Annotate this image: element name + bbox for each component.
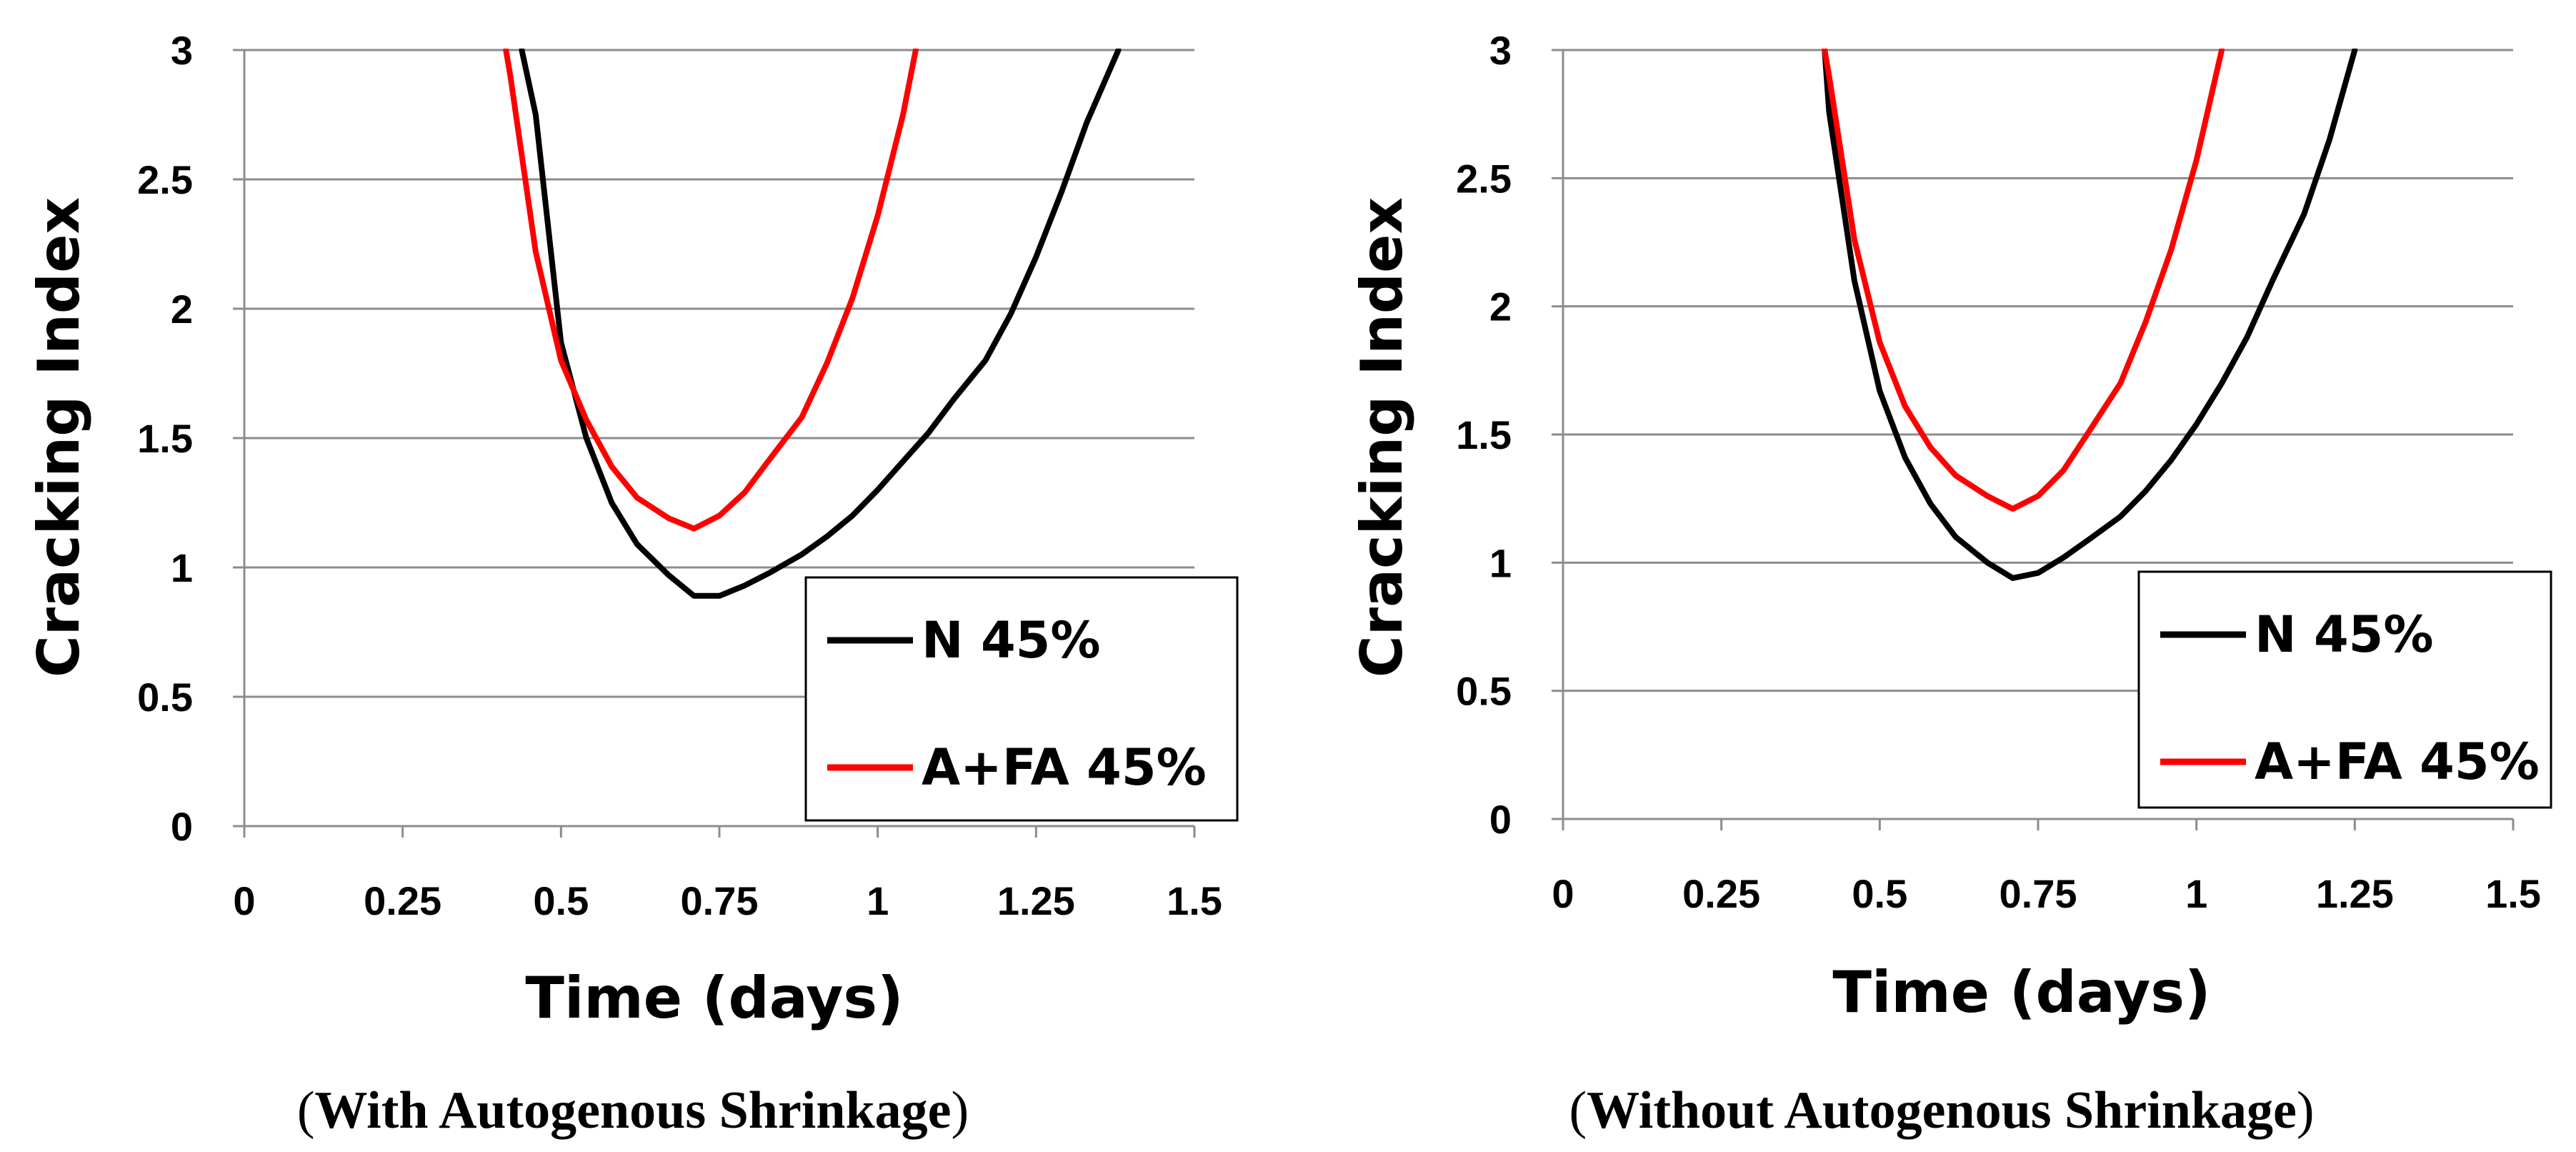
y-tick-label: 2.5 xyxy=(137,157,193,202)
y-axis-title: Cracking Index xyxy=(1349,197,1415,677)
x-tick-label: 1 xyxy=(867,878,889,923)
y-tick-label: 0.5 xyxy=(1456,669,1512,714)
caption-text: With Autogenous Shrinkage xyxy=(315,1081,952,1140)
x-tick-label: 0.5 xyxy=(533,878,589,923)
chart-panel-2: 0 0.5 1 1.5 2 2.5 3 0 0.25 0.5 0.75 1 1.25 1.5 Time (d… xyxy=(1349,28,2552,1140)
x-tick-label: 0.5 xyxy=(1852,871,1907,916)
y-tick-label: 2.5 xyxy=(1456,156,1512,201)
caption-open-paren: ( xyxy=(297,1081,315,1140)
y-tick-label: 2 xyxy=(1489,284,1512,329)
y-tick-label: 1.5 xyxy=(1456,412,1512,457)
y-tick-label: 2 xyxy=(171,287,193,332)
y-tick-label: 0.5 xyxy=(137,675,193,720)
x-tick-label: 1.25 xyxy=(2316,871,2394,916)
x-tick-label: 0 xyxy=(1552,871,1574,916)
figure-caption: (With Autogenous Shrinkage) xyxy=(297,1081,969,1140)
legend-label-a-fa-45: A+FA 45% xyxy=(2255,733,2540,791)
y-axis-title: Cracking Index xyxy=(26,197,92,677)
legend-box xyxy=(804,576,1239,822)
x-tick-label: 1.5 xyxy=(2485,871,2541,916)
x-axis-title: Time (days) xyxy=(1832,959,2210,1026)
legend: N 45% A+FA 45% xyxy=(2137,570,2552,809)
legend: N 45% A+FA 45% xyxy=(804,576,1239,822)
y-tick-label: 1 xyxy=(171,545,193,590)
legend-label-n-45: N 45% xyxy=(922,611,1101,670)
x-tick-label: 0 xyxy=(233,878,255,923)
y-tick-label: 0 xyxy=(171,804,193,849)
caption-open-paren: ( xyxy=(1569,1081,1587,1140)
caption-close-paren: ) xyxy=(2297,1081,2315,1140)
x-tick-label: 1 xyxy=(2185,871,2207,916)
legend-label-n-45: N 45% xyxy=(2255,605,2434,664)
legend-label-a-fa-45: A+FA 45% xyxy=(922,738,1207,797)
figure-caption: (Without Autogenous Shrinkage) xyxy=(1569,1081,2314,1140)
series-line-a-fa-45 xyxy=(1822,49,2225,512)
caption-close-paren: ) xyxy=(952,1081,969,1140)
y-tick-label: 3 xyxy=(171,28,193,73)
y-tick-label: 3 xyxy=(1489,28,1512,73)
x-axis-title: Time (days) xyxy=(525,965,903,1031)
y-tick-label: 1.5 xyxy=(137,416,193,461)
x-tick-label: 1.5 xyxy=(1167,878,1222,923)
x-tick-label: 1.25 xyxy=(997,878,1075,923)
chart-panel-1: 0 0.5 1 1.5 2 2.5 3 0 0.25 0.5 0.75 1 1.25 1.5 Time (d… xyxy=(26,28,1239,1140)
series-line-n-45 xyxy=(519,49,1122,599)
y-tick-label: 0 xyxy=(1489,797,1512,842)
y-tick-label: 1 xyxy=(1489,540,1512,585)
legend-box xyxy=(2137,570,2552,809)
series-line-n-45 xyxy=(1822,49,2358,581)
x-tick-label: 0.75 xyxy=(681,878,759,923)
x-tick-label: 0.75 xyxy=(2000,871,2077,916)
series-line-a-fa-45 xyxy=(503,49,919,532)
x-tick-label: 0.25 xyxy=(364,878,441,923)
x-tick-label: 0.25 xyxy=(1682,871,1760,916)
caption-text: Without Autogenous Shrinkage xyxy=(1587,1081,2297,1140)
